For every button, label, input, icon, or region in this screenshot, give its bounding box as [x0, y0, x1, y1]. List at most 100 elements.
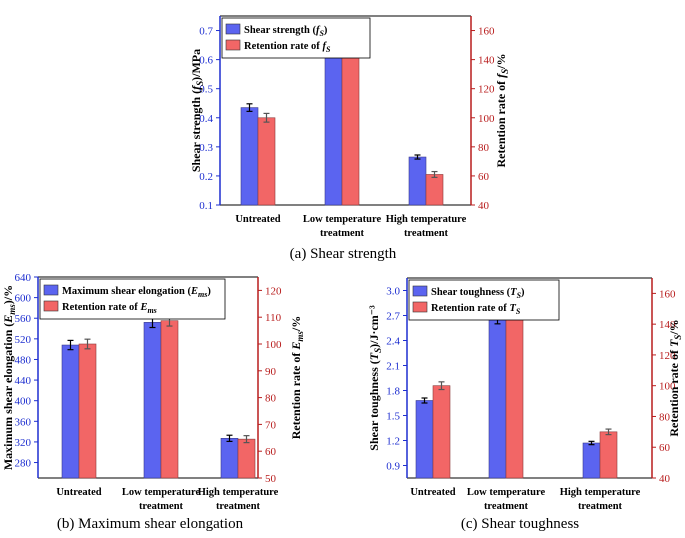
bar-right-series — [599, 431, 618, 479]
legend-entry: Maximum shear elongation (Ems) — [62, 286, 211, 299]
category-label: Untreated — [56, 487, 101, 498]
left-tick-label: 0.5 — [199, 84, 213, 96]
legend-swatch — [43, 300, 59, 312]
legend-entry: Retention rate of Ems — [62, 302, 157, 315]
chart-panel-b: 280 320 360 400 440 480 520 560 600 640 50 60 70 80 90… — [1, 272, 305, 532]
right-tick-label: 110 — [265, 312, 282, 324]
legend-entry: Retention rate of TS — [431, 303, 521, 316]
right-tick-label: 120 — [265, 285, 282, 297]
legend-box — [39, 278, 226, 320]
bar-left-series — [240, 107, 259, 206]
left-tick-label: 520 — [15, 334, 32, 346]
panel-caption: (a) Shear strength — [290, 246, 397, 262]
right-tick-label: 120 — [478, 84, 495, 96]
bar-left-series — [220, 438, 239, 479]
left-axis-title: Shear strength (fS)/MPa — [189, 49, 205, 172]
bar-left-series — [143, 322, 162, 479]
left-tick-label: 3.0 — [386, 286, 400, 298]
bar-left-series — [61, 344, 80, 479]
right-tick-label: 120 — [659, 350, 676, 362]
legend-swatch — [225, 23, 241, 35]
legend-swatch — [412, 301, 428, 313]
left-tick-label: 400 — [15, 396, 32, 408]
category-label: High temperature treatment — [560, 487, 641, 512]
bar-left-series — [415, 400, 434, 479]
left-tick-label: 1.5 — [386, 411, 400, 423]
panel-caption: (c) Shear toughness — [461, 516, 579, 532]
left-tick-label: 1.2 — [386, 436, 400, 448]
bar-left-series — [582, 442, 601, 479]
right-axis-title: Retention rate of TS/% — [667, 319, 683, 436]
left-axis-title: Maximum shear elongation (Ems)/% — [1, 285, 17, 470]
right-tick-label: 100 — [265, 339, 282, 351]
left-tick-label: 1.8 — [386, 386, 400, 398]
chart-panel-c: 0.9 1.2 1.5 1.8 2.1 2.4 2.7 3.0 40 60 80 100 120 140 1… — [367, 277, 683, 532]
right-tick-label: 140 — [478, 55, 495, 67]
right-tick-label: 100 — [478, 113, 495, 125]
category-label: Low temperature treatment — [303, 214, 382, 239]
right-tick-label: 160 — [659, 288, 676, 300]
right-tick-label: 140 — [659, 319, 676, 331]
right-tick-label: 100 — [659, 381, 676, 393]
legend-entry: Retention rate of fS — [244, 41, 331, 54]
bar-right-series — [237, 438, 256, 479]
right-tick-label: 60 — [478, 171, 490, 183]
left-tick-label: 320 — [15, 437, 32, 449]
legend-box — [408, 279, 560, 321]
bar-right-series — [341, 32, 360, 206]
bar-right-series — [425, 174, 444, 206]
bar-right-series — [78, 343, 97, 479]
category-label: Low temperature treatment — [122, 487, 201, 512]
right-tick-label: 80 — [265, 393, 277, 405]
left-tick-label: 360 — [15, 416, 32, 428]
left-tick-label: 0.4 — [199, 113, 213, 125]
bar-right-series — [505, 296, 524, 479]
left-tick-label: 0.2 — [199, 171, 213, 183]
legend-swatch — [412, 285, 428, 297]
right-tick-label: 80 — [478, 142, 490, 154]
category-label: Low temperature treatment — [467, 487, 546, 512]
left-tick-label: 2.1 — [386, 361, 400, 373]
category-label: Untreated — [410, 487, 455, 498]
left-tick-label: 0.3 — [199, 142, 213, 154]
category-label: Untreated — [235, 214, 280, 225]
right-tick-label: 60 — [659, 442, 671, 454]
right-axis-title: Retention rate of fS/% — [494, 54, 510, 168]
left-tick-label: 640 — [15, 272, 32, 284]
panel-caption: (b) Maximum shear elongation — [57, 516, 244, 532]
legend-entry: Shear toughness (TS) — [431, 287, 525, 300]
legend-swatch — [43, 284, 59, 296]
right-tick-label: 40 — [659, 473, 671, 485]
left-tick-label: 2.7 — [386, 311, 400, 323]
right-tick-label: 90 — [265, 366, 277, 378]
legend-box — [221, 17, 371, 59]
category-label: High temperature treatment — [386, 214, 467, 239]
left-axis-title: Shear toughness (TS)/J·cm⁻³ — [367, 305, 383, 451]
left-tick-label: 560 — [15, 313, 32, 325]
right-axis-title: Retention rate of Ems/% — [289, 316, 305, 440]
bar-right-series — [257, 117, 276, 206]
right-tick-label: 70 — [265, 419, 277, 431]
right-tick-label: 160 — [478, 26, 495, 38]
left-tick-label: 0.1 — [199, 200, 213, 212]
bar-right-series — [432, 385, 451, 479]
legend-entry: Shear strength (fS) — [244, 25, 328, 38]
bar-left-series — [488, 319, 507, 479]
left-tick-label: 600 — [15, 293, 32, 305]
left-tick-label: 0.6 — [199, 55, 213, 67]
right-tick-label: 80 — [659, 411, 671, 423]
chart-panel-a: 0.1 0.2 0.3 0.4 0.5 0.6 0.7 40 60 80 100 120 140 160 U… — [189, 15, 510, 262]
right-tick-label: 40 — [478, 200, 490, 212]
bar-left-series — [324, 33, 343, 206]
bar-left-series — [408, 156, 427, 206]
left-tick-label: 280 — [15, 458, 32, 470]
left-tick-label: 0.7 — [199, 26, 213, 38]
legend-swatch — [225, 39, 241, 51]
bar-right-series — [160, 320, 179, 479]
right-tick-label: 60 — [265, 446, 277, 458]
category-label: High temperature treatment — [198, 487, 279, 512]
left-tick-label: 440 — [15, 375, 32, 387]
right-tick-label: 50 — [265, 473, 277, 485]
left-tick-label: 2.4 — [386, 336, 400, 348]
